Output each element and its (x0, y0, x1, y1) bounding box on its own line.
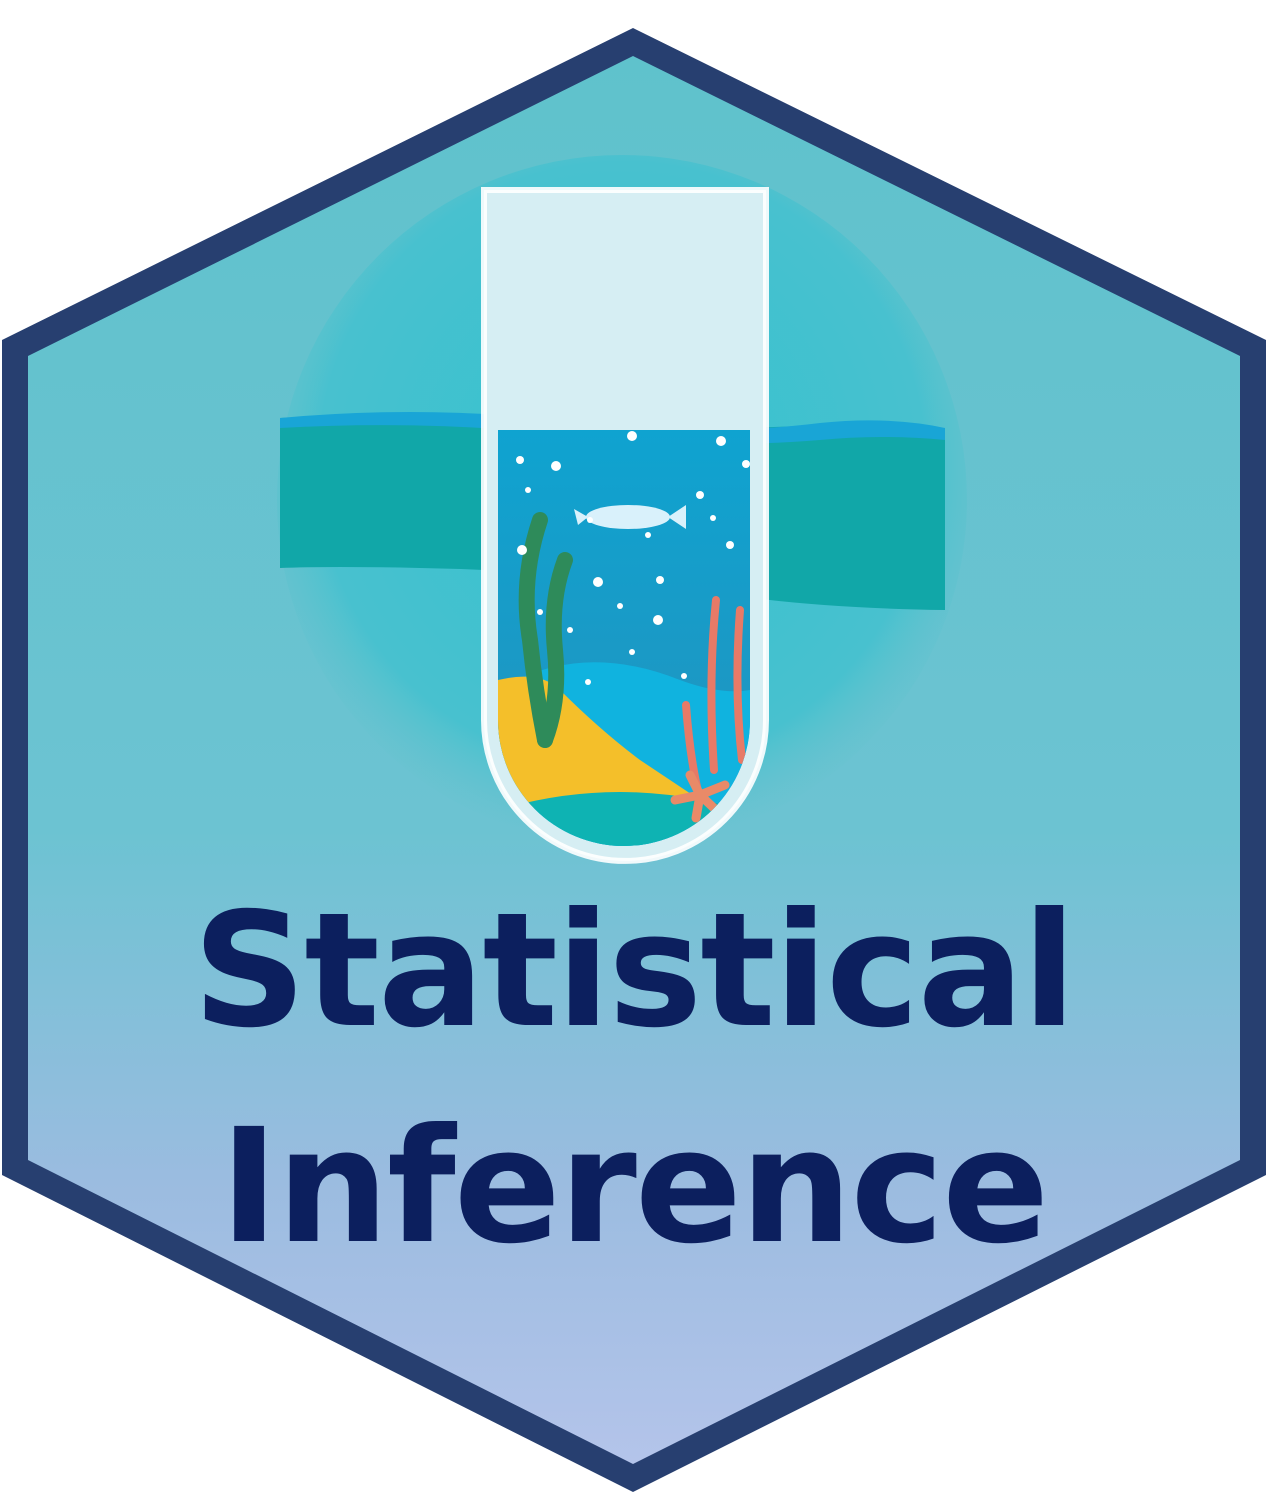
bubbles-icon (516, 431, 750, 685)
test-tube-icon (481, 187, 769, 864)
seaweed-icon (518, 512, 573, 748)
logo-title-line-2: Inference (219, 1095, 1050, 1279)
fish-icon (574, 505, 686, 529)
starfish-icon (670, 770, 730, 823)
logo-title-line-1: Statistical (192, 879, 1077, 1063)
